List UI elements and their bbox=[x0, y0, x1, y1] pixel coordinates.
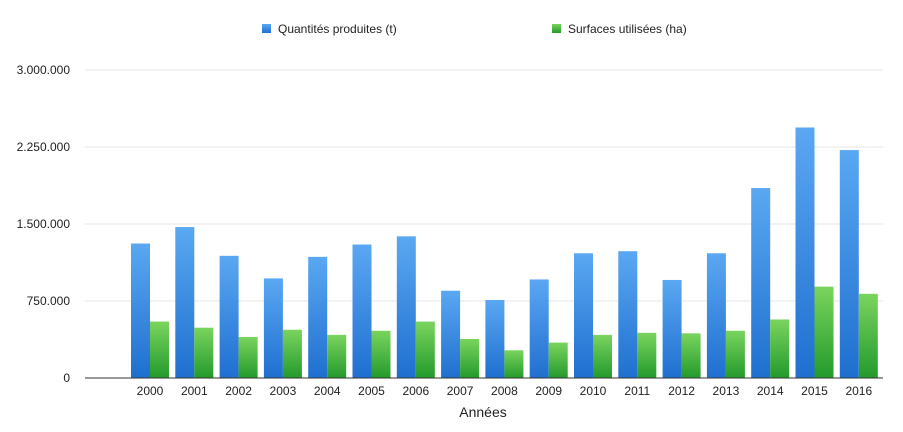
bar-surfaces-2007 bbox=[460, 338, 480, 378]
x-tick-label: 2016 bbox=[845, 384, 872, 398]
bar-surfaces-2013 bbox=[725, 330, 745, 378]
bar-quantites-2000 bbox=[131, 243, 150, 378]
x-tick-label: 2004 bbox=[314, 384, 341, 398]
bar-surfaces-2005 bbox=[371, 330, 391, 378]
bar-quantites-2006 bbox=[396, 236, 416, 378]
bar-surfaces-2011 bbox=[637, 332, 657, 378]
y-tick-label: 1.500.000 bbox=[17, 217, 71, 231]
bar-quantites-2008 bbox=[485, 299, 505, 378]
x-tick-label: 2008 bbox=[491, 384, 518, 398]
y-tick-label: 2.250.000 bbox=[17, 140, 71, 154]
bar-surfaces-2016 bbox=[858, 293, 878, 378]
y-tick-label: 3.000.000 bbox=[17, 63, 71, 77]
bar-quantites-2001 bbox=[175, 227, 195, 378]
y-tick-label: 0 bbox=[63, 371, 70, 385]
bar-quantites-2012 bbox=[662, 279, 682, 378]
x-tick-label: 2014 bbox=[757, 384, 784, 398]
bar-quantites-2002 bbox=[219, 255, 239, 378]
x-axis-ticks: 2000 2001 2002 2003 2004 2005 2006 2007 2008 2009… bbox=[137, 384, 873, 398]
x-tick-label: 2011 bbox=[624, 384, 650, 398]
x-tick-label: 2007 bbox=[447, 384, 474, 398]
grid-lines bbox=[85, 69, 883, 302]
x-tick-label: 2015 bbox=[801, 384, 828, 398]
bar-quantites-2015 bbox=[795, 127, 815, 378]
x-tick-label: 2005 bbox=[358, 384, 385, 398]
bar-surfaces-2001 bbox=[194, 327, 214, 378]
bars bbox=[131, 127, 878, 378]
x-tick-label: 2009 bbox=[535, 384, 562, 398]
bar-surfaces-2003 bbox=[282, 329, 302, 378]
bar-surfaces-2012 bbox=[681, 333, 701, 378]
bar-surfaces-2000 bbox=[150, 321, 169, 378]
bar-surfaces-2002 bbox=[238, 336, 258, 378]
legend-label-surfaces: Surfaces utilisées (ha) bbox=[568, 22, 687, 36]
bar-quantites-2005 bbox=[352, 244, 372, 378]
x-axis-title: Années bbox=[459, 404, 506, 420]
x-tick-label: 2010 bbox=[580, 384, 607, 398]
bar-quantites-2010 bbox=[574, 253, 593, 378]
bar-surfaces-2009 bbox=[548, 342, 568, 378]
x-tick-label: 2012 bbox=[668, 384, 695, 398]
x-tick-label: 2000 bbox=[137, 384, 164, 398]
bar-surfaces-2004 bbox=[327, 334, 347, 378]
legend-swatch-quantites bbox=[262, 24, 271, 33]
bar-surfaces-2008 bbox=[504, 350, 524, 378]
bar-surfaces-2006 bbox=[415, 321, 435, 378]
bar-quantites-2016 bbox=[839, 150, 859, 378]
bar-quantites-2013 bbox=[706, 253, 726, 378]
bar-quantites-2004 bbox=[308, 256, 328, 378]
y-tick-label: 750.000 bbox=[27, 294, 71, 308]
legend: Quantités produites (t) Surfaces utilisée… bbox=[262, 22, 687, 36]
bar-quantites-2007 bbox=[441, 290, 461, 378]
legend-swatch-surfaces bbox=[552, 24, 561, 33]
x-tick-label: 2003 bbox=[270, 384, 297, 398]
bar-quantites-2009 bbox=[529, 279, 549, 378]
x-tick-label: 2006 bbox=[402, 384, 429, 398]
bar-surfaces-2015 bbox=[814, 286, 834, 378]
bar-surfaces-2014 bbox=[770, 319, 790, 378]
legend-label-quantites: Quantités produites (t) bbox=[278, 22, 397, 36]
x-tick-label: 2002 bbox=[225, 384, 252, 398]
x-tick-label: 2013 bbox=[713, 384, 740, 398]
bar-quantites-2003 bbox=[263, 278, 283, 378]
bar-quantites-2011 bbox=[618, 251, 638, 378]
x-tick-label: 2001 bbox=[181, 384, 208, 398]
bar-surfaces-2010 bbox=[593, 334, 612, 378]
y-axis-ticks: 0 750.000 1.500.000 2.250.000 3.000.000 bbox=[17, 63, 71, 385]
bar-quantites-2014 bbox=[751, 188, 771, 378]
